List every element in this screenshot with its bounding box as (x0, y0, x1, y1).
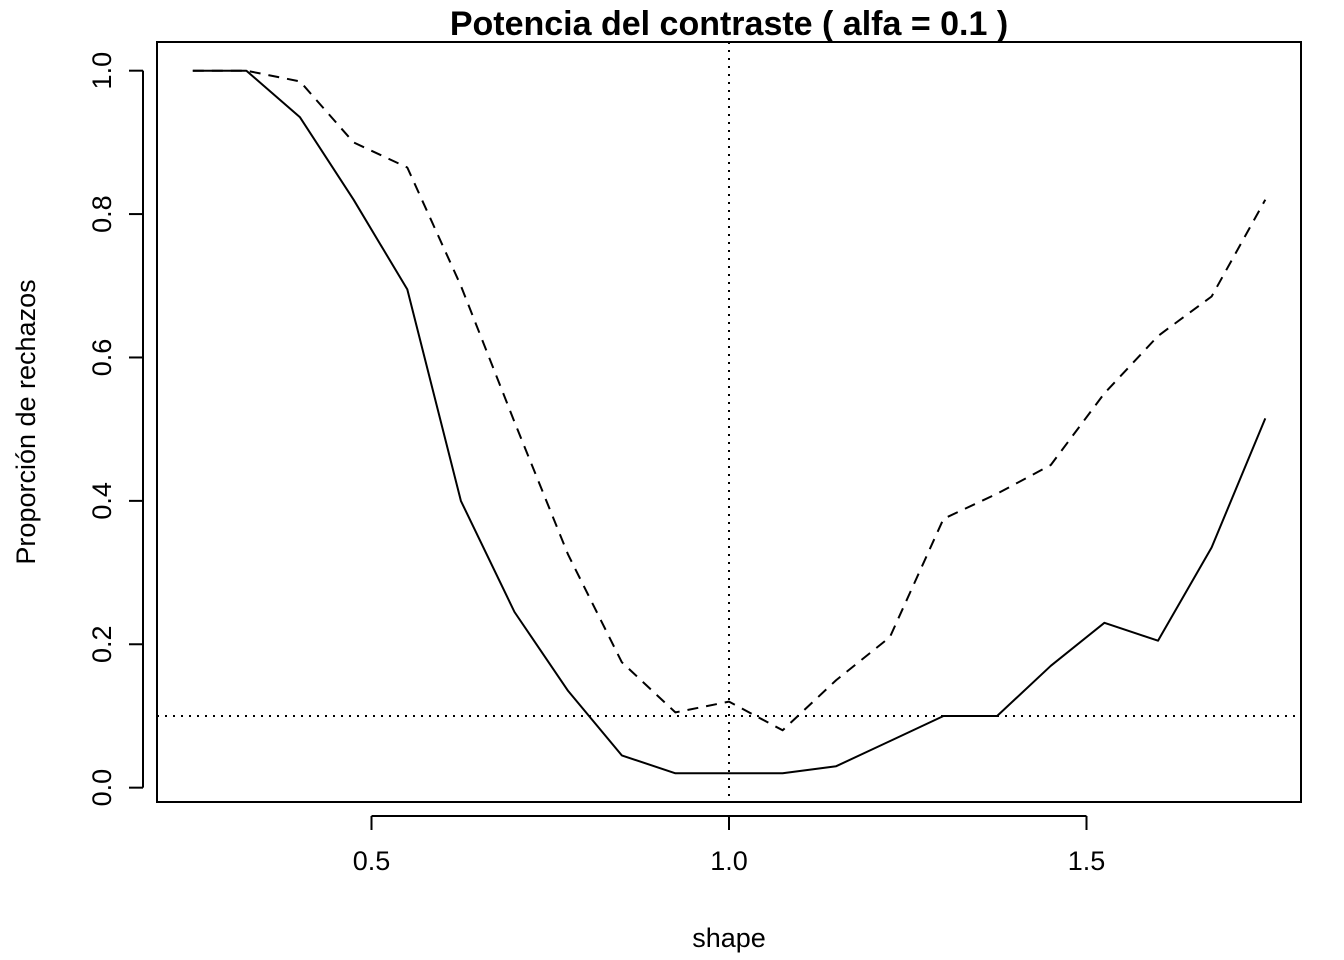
y-axis-label: Proporción de rechazos (11, 279, 41, 564)
chart-title: Potencia del contraste ( alfa = 0.1 ) (450, 5, 1008, 43)
y-tick-label: 0.6 (87, 339, 117, 377)
series-dashed-line (192, 69, 1267, 732)
y-tick-label: 1.0 (87, 52, 117, 90)
x-tick-label: 1.0 (710, 846, 748, 876)
series-lines (192, 69, 1267, 775)
series-solid-line (192, 69, 1267, 775)
y-tick-label: 0.0 (87, 769, 117, 807)
x-tick-label: 0.5 (353, 846, 391, 876)
x-tick-label: 1.5 (1068, 846, 1106, 876)
y-tick-label: 0.8 (87, 195, 117, 233)
y-tick-label: 0.2 (87, 625, 117, 663)
y-axis: 0.0 0.2 0.4 0.6 0.8 1.0 (87, 52, 144, 807)
x-axis-label: shape (692, 923, 766, 953)
x-axis: 0.5 1.0 1.5 (353, 815, 1106, 876)
reference-lines (157, 42, 1301, 802)
y-tick-label: 0.4 (87, 482, 117, 520)
